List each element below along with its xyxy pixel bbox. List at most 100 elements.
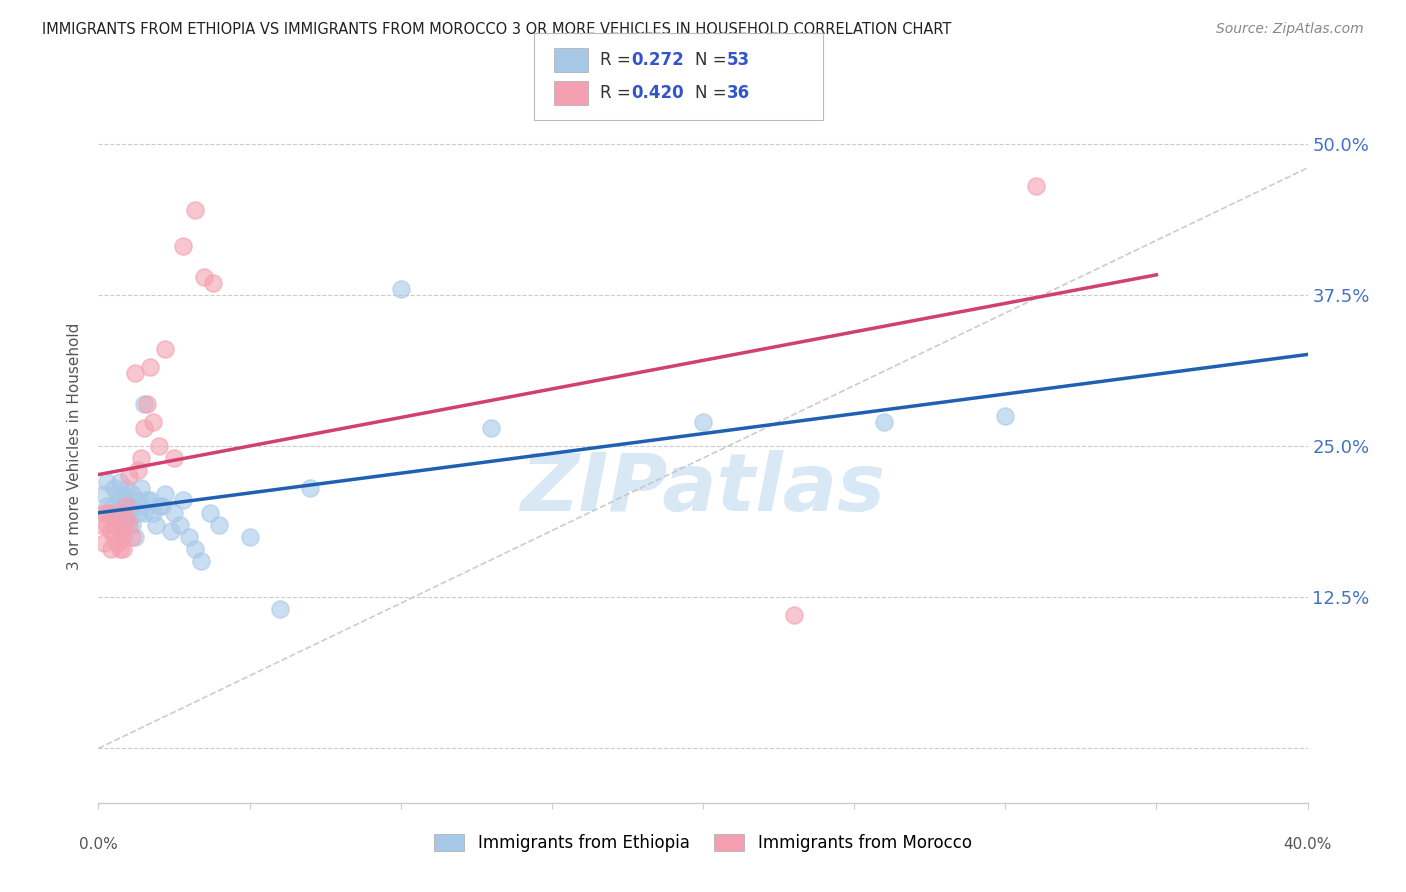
Point <box>127 493 149 508</box>
Point <box>692 415 714 429</box>
Point <box>193 269 215 284</box>
Point <box>118 469 141 483</box>
Point <box>118 517 141 532</box>
Point <box>132 397 155 411</box>
Point <box>129 451 152 466</box>
Point <box>114 511 136 525</box>
Point <box>160 524 183 538</box>
Point <box>139 493 162 508</box>
Point <box>200 506 222 520</box>
Text: 0.0%: 0.0% <box>79 837 118 852</box>
Point <box>111 541 134 556</box>
Point <box>100 506 122 520</box>
Point <box>103 481 125 495</box>
Point <box>121 530 143 544</box>
Text: N =: N = <box>695 51 731 70</box>
Point <box>93 487 115 501</box>
Text: 40.0%: 40.0% <box>1284 837 1331 852</box>
Point <box>124 530 146 544</box>
Point <box>132 421 155 435</box>
Point <box>111 487 134 501</box>
Point <box>184 203 207 218</box>
Point <box>132 506 155 520</box>
Point <box>783 608 806 623</box>
Point <box>96 500 118 514</box>
Point <box>105 511 128 525</box>
Point <box>93 535 115 549</box>
Text: 0.272: 0.272 <box>631 51 685 70</box>
Point <box>108 475 131 490</box>
Point <box>172 493 194 508</box>
Point <box>163 506 186 520</box>
Point <box>105 535 128 549</box>
Point <box>103 530 125 544</box>
Point <box>105 506 128 520</box>
Text: 36: 36 <box>727 84 749 103</box>
Point <box>184 541 207 556</box>
Point <box>142 415 165 429</box>
Point <box>114 506 136 520</box>
Point <box>108 493 131 508</box>
Point <box>96 517 118 532</box>
Text: R =: R = <box>600 51 637 70</box>
Point <box>108 524 131 538</box>
Point <box>145 517 167 532</box>
Point <box>135 493 157 508</box>
Point <box>127 506 149 520</box>
Point <box>202 276 225 290</box>
Point <box>114 481 136 495</box>
Point <box>118 511 141 525</box>
Point <box>103 517 125 532</box>
Point <box>118 506 141 520</box>
Point <box>129 500 152 514</box>
Point <box>153 343 176 357</box>
Point <box>103 500 125 514</box>
Point <box>124 367 146 381</box>
Text: R =: R = <box>600 84 637 103</box>
Point <box>139 360 162 375</box>
Point <box>190 554 212 568</box>
Point <box>150 500 173 514</box>
Point <box>179 530 201 544</box>
Point <box>96 475 118 490</box>
Point <box>172 239 194 253</box>
Text: 53: 53 <box>727 51 749 70</box>
Point <box>239 530 262 544</box>
Point <box>100 524 122 538</box>
Text: ZIPatlas: ZIPatlas <box>520 450 886 528</box>
Point <box>1024 178 1046 193</box>
Text: N =: N = <box>695 84 731 103</box>
Point <box>148 439 170 453</box>
Point <box>481 421 503 435</box>
Point <box>163 451 186 466</box>
Y-axis label: 3 or more Vehicles in Household: 3 or more Vehicles in Household <box>67 322 83 570</box>
Text: IMMIGRANTS FROM ETHIOPIA VS IMMIGRANTS FROM MOROCCO 3 OR MORE VEHICLES IN HOUSEH: IMMIGRANTS FROM ETHIOPIA VS IMMIGRANTS F… <box>42 22 952 37</box>
Point <box>121 517 143 532</box>
Point <box>114 500 136 514</box>
Point <box>90 517 112 532</box>
Point <box>127 463 149 477</box>
Point <box>142 506 165 520</box>
Point <box>129 481 152 495</box>
Point <box>114 493 136 508</box>
Point <box>100 541 122 556</box>
Point <box>994 409 1017 423</box>
Point <box>96 506 118 520</box>
Point <box>269 602 291 616</box>
Point <box>93 506 115 520</box>
Point <box>169 517 191 532</box>
Point <box>108 506 131 520</box>
Text: 0.420: 0.420 <box>631 84 683 103</box>
Point <box>118 500 141 514</box>
Point <box>873 415 896 429</box>
Text: Source: ZipAtlas.com: Source: ZipAtlas.com <box>1216 22 1364 37</box>
Point <box>111 517 134 532</box>
Point <box>121 487 143 501</box>
Point <box>105 487 128 501</box>
Point <box>111 530 134 544</box>
Point <box>299 481 322 495</box>
Point <box>389 282 412 296</box>
Point <box>208 517 231 532</box>
Point <box>153 487 176 501</box>
Legend: Immigrants from Ethiopia, Immigrants from Morocco: Immigrants from Ethiopia, Immigrants fro… <box>427 827 979 859</box>
